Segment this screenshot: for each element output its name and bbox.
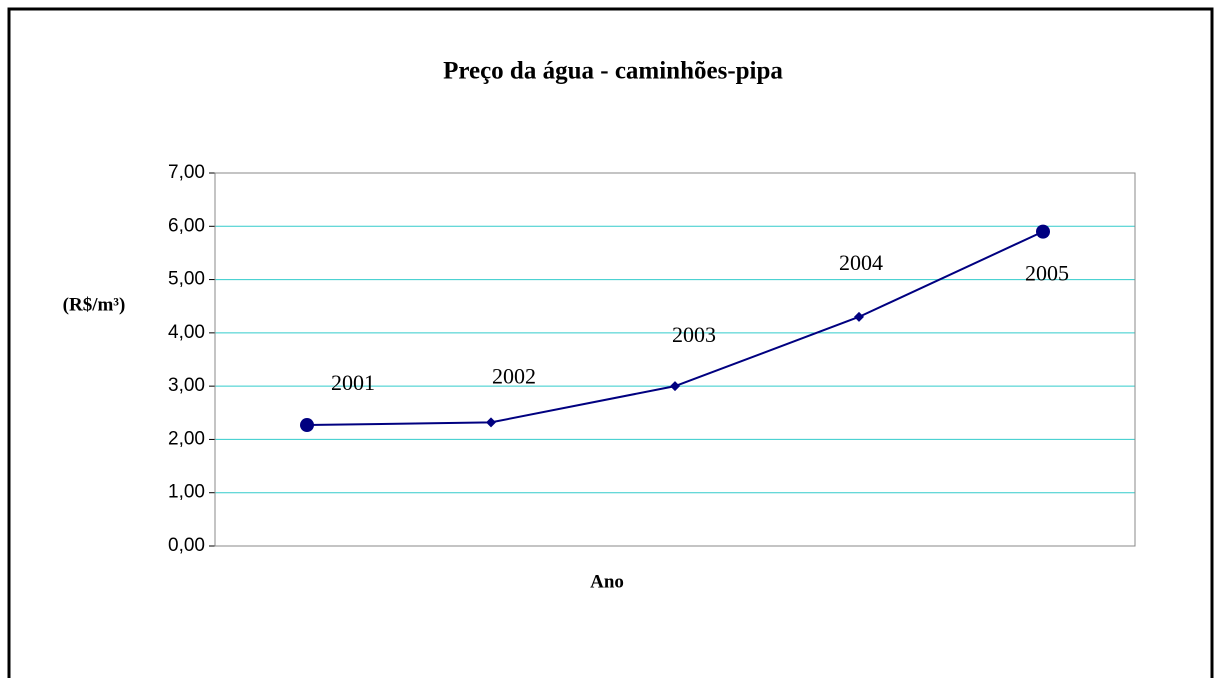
marker xyxy=(670,381,680,392)
y-tick-label: 7,00 xyxy=(168,162,205,183)
y-tick-label: 0,00 xyxy=(168,535,205,556)
marker xyxy=(486,417,496,428)
data-label: 2004 xyxy=(839,250,883,275)
y-axis-label: (R$/m³) xyxy=(63,294,126,315)
marker xyxy=(854,311,864,322)
y-tick-label: 5,00 xyxy=(168,269,205,290)
data-label: 2001 xyxy=(331,370,375,395)
data-label: 2003 xyxy=(672,322,716,347)
chart-title: Preço da água - caminhões-pipa xyxy=(443,58,783,85)
y-tick-label: 4,00 xyxy=(168,322,205,343)
y-tick-label: 2,00 xyxy=(168,428,205,449)
marker xyxy=(1036,224,1050,239)
data-label: 2002 xyxy=(492,363,536,388)
plot-area xyxy=(214,172,1136,547)
data-label: 2005 xyxy=(1025,261,1069,286)
chart-border xyxy=(7,7,1214,678)
y-tick-label: 6,00 xyxy=(168,215,205,236)
y-tick-label: 1,00 xyxy=(168,482,205,503)
x-axis-label: Ano xyxy=(590,571,624,592)
marker xyxy=(300,418,314,433)
y-tick-label: 3,00 xyxy=(168,375,205,396)
